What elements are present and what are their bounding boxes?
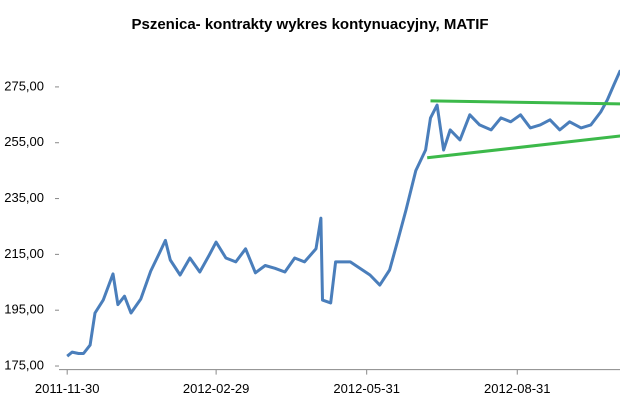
x-tick-label: 2012-05-31 (333, 381, 400, 396)
y-tick-label: 235,00 (4, 190, 44, 205)
y-tick-label: 275,00 (4, 78, 44, 93)
price-line (66, 69, 620, 358)
y-tick-label: 215,00 (4, 246, 44, 261)
chart-title: Pszenica- kontrakty wykres kontynuacyjny… (131, 16, 488, 33)
trend-line (427, 134, 620, 160)
x-tick-label: 2012-08-31 (484, 381, 551, 396)
y-tick-label: 175,00 (4, 357, 44, 372)
trend-line (430, 99, 620, 106)
y-tick-label: 255,00 (4, 134, 44, 149)
x-tick-label: 2011-11-30 (35, 381, 100, 396)
y-tick-label: 195,00 (4, 302, 44, 317)
x-tick-label: 2012-02-29 (183, 381, 250, 396)
